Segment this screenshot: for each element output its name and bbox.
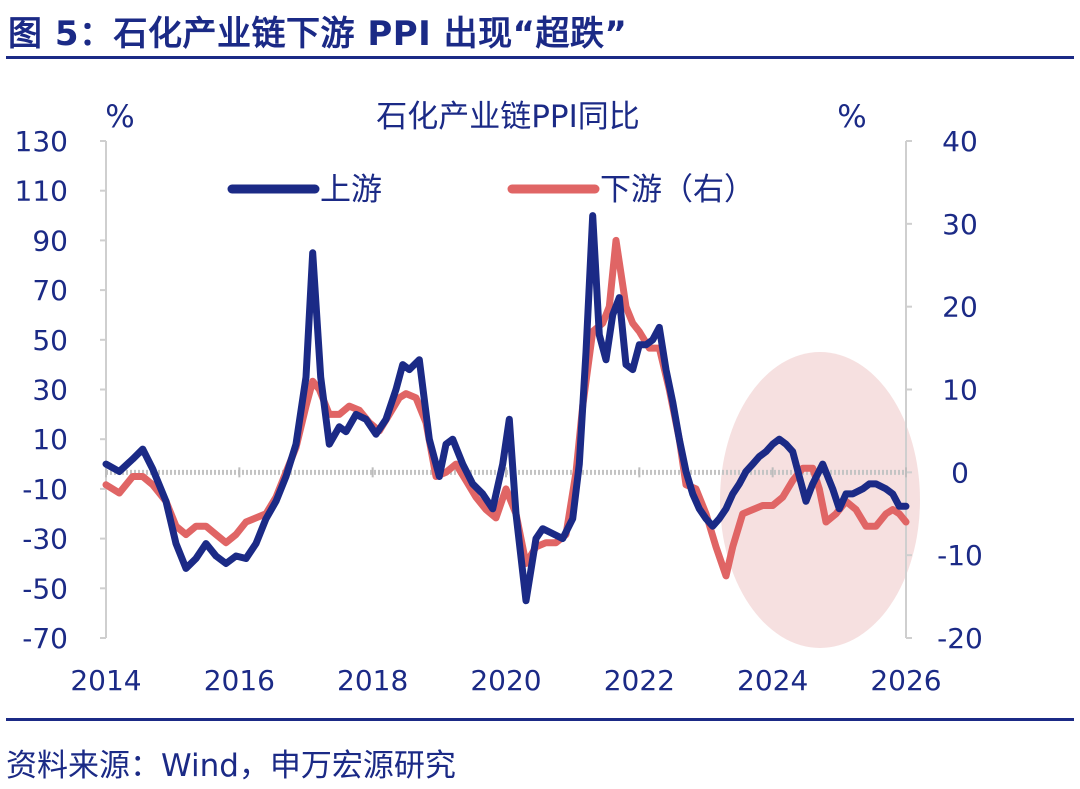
- left-tick-label: 30: [32, 374, 68, 407]
- left-tick-label: 90: [32, 224, 68, 257]
- left-tick-label: 70: [32, 274, 68, 307]
- x-tick-label: 2020: [470, 664, 541, 697]
- x-tick-label: 2024: [737, 664, 808, 697]
- upstream-series-line: [102, 212, 910, 605]
- right-tick-label: 30: [942, 208, 978, 241]
- left-tick-label: -10: [22, 473, 68, 506]
- right-axis-unit: %: [837, 99, 866, 135]
- right-tick-label: 0: [951, 456, 969, 489]
- left-tick-label: -50: [22, 572, 68, 605]
- left-tick-label: -30: [22, 523, 68, 556]
- title-rule: [6, 56, 1074, 59]
- legend-downstream-label: 下游（右）: [600, 172, 755, 208]
- left-tick-label: 130: [15, 125, 68, 158]
- left-tick-label: -70: [22, 622, 68, 655]
- left-tick-label: 10: [32, 423, 68, 456]
- series-layer: [102, 212, 910, 605]
- right-tick-label: 40: [942, 125, 978, 158]
- right-tick-label: 10: [942, 374, 978, 407]
- x-tick-label: 2018: [337, 664, 408, 697]
- right-tick-label: 20: [942, 291, 978, 324]
- footer-rule: [6, 718, 1074, 721]
- x-tick-label: 2016: [204, 664, 275, 697]
- left-tick-label: 50: [32, 324, 68, 357]
- x-tick-label: 2026: [870, 664, 941, 697]
- chart-title: 石化产业链PPI同比: [376, 99, 640, 135]
- downstream-series-line: [102, 236, 910, 580]
- axes: 130 110 90 70 50 30 10 -10 -30 -50 -70 40 30 20 10 0 -10…: [15, 125, 983, 697]
- x-tick-label: 2014: [70, 664, 141, 697]
- legend-upstream-label: 上游: [320, 172, 382, 208]
- legend: 上游 下游（右）: [227, 172, 755, 208]
- right-tick-label: -10: [937, 539, 983, 572]
- source-note: 资料来源：Wind，申万宏源研究: [6, 748, 456, 784]
- figure-title: 图 5：石化产业链下游 PPI 出现“超跌”: [8, 14, 628, 54]
- left-axis-unit: %: [105, 99, 134, 135]
- left-tick-label: 110: [15, 175, 68, 208]
- x-tick-label: 2022: [604, 664, 675, 697]
- right-tick-label: -20: [937, 622, 983, 655]
